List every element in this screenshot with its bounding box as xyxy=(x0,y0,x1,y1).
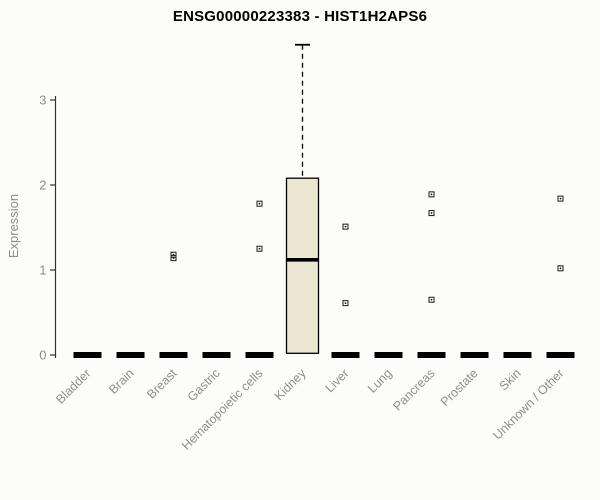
outlier-point xyxy=(428,191,435,198)
collapsed-box xyxy=(202,352,231,358)
collapsed-box xyxy=(374,352,403,358)
outlier-dot xyxy=(559,267,562,270)
collapsed-box xyxy=(460,352,489,358)
x-category-label: Gastric xyxy=(185,366,223,404)
x-category-label: Breast xyxy=(144,366,180,402)
outlier-dot xyxy=(344,302,347,305)
y-tick-label: 2 xyxy=(39,178,46,193)
x-category-label: Skin xyxy=(497,366,524,393)
outlier-point xyxy=(256,200,263,207)
outlier-dot xyxy=(430,193,433,196)
collapsed-box xyxy=(546,352,575,358)
x-category-label: Kidney xyxy=(272,366,309,403)
x-category-label: Bladder xyxy=(53,366,93,406)
x-category-label: Liver xyxy=(323,366,352,395)
outlier-dot xyxy=(559,197,562,200)
outlier-dot xyxy=(430,298,433,301)
outlier-dot xyxy=(258,202,261,205)
box xyxy=(285,177,320,354)
outlier-dot xyxy=(258,247,261,250)
x-category-label: Pancreas xyxy=(390,366,437,413)
outlier-point xyxy=(557,195,564,202)
outlier-point xyxy=(342,223,349,230)
y-tick-label: 0 xyxy=(39,348,46,363)
outlier-dot xyxy=(430,212,433,214)
x-category-label: Brain xyxy=(106,366,137,397)
outlier-point xyxy=(428,296,435,303)
x-category-label: Prostate xyxy=(438,366,481,409)
outlier-point xyxy=(428,210,435,217)
collapsed-box xyxy=(245,352,274,358)
collapsed-box xyxy=(417,352,446,358)
outlier-dot xyxy=(344,225,347,228)
collapsed-box xyxy=(503,352,532,358)
outlier-point xyxy=(342,300,349,307)
y-tick-label: 1 xyxy=(39,263,46,278)
collapsed-box xyxy=(159,352,188,358)
outlier-point xyxy=(256,245,263,252)
x-category-label: Hematopoietic cells xyxy=(179,366,266,453)
outlier-point xyxy=(170,251,177,258)
outlier-dot xyxy=(172,253,175,256)
chart-title: ENSG00000223383 - HIST1H2APS6 xyxy=(172,8,428,25)
collapsed-box xyxy=(116,352,145,358)
y-tick-label: 3 xyxy=(39,93,46,108)
collapsed-box xyxy=(331,352,360,358)
outlier-point xyxy=(170,255,177,262)
collapsed-box xyxy=(73,352,102,358)
outlier-point xyxy=(557,265,564,272)
x-category-label: Lung xyxy=(365,366,395,396)
